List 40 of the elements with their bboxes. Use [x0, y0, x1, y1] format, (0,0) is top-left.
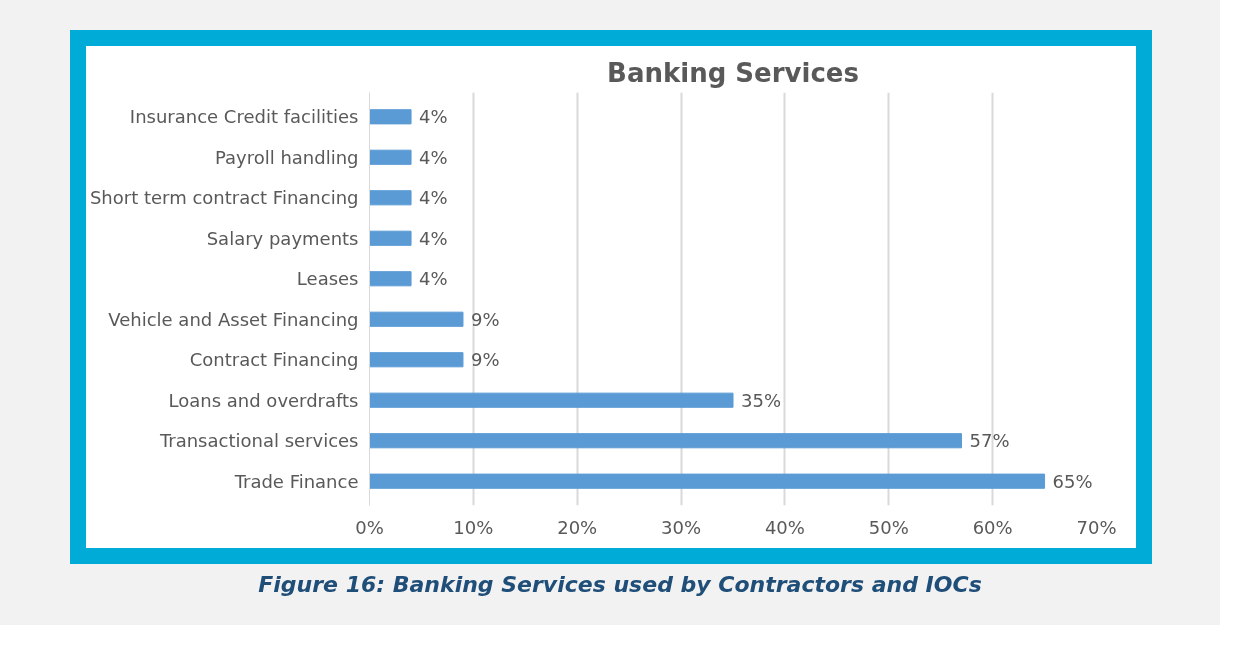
y-tick-label: Contract Financing — [189, 349, 359, 371]
data-label: 65% — [1052, 470, 1093, 492]
data-label: 9% — [470, 349, 500, 371]
bar — [369, 473, 1046, 489]
bar — [369, 392, 734, 408]
x-tick-label: 60% — [972, 516, 1013, 538]
x-tick-label: 20% — [557, 516, 598, 538]
bar — [369, 190, 412, 206]
bar — [369, 352, 464, 368]
y-tick-label: Trade Finance — [233, 470, 359, 492]
x-tick-label: 70% — [1076, 516, 1117, 538]
y-tick-label: Loans and overdrafts — [168, 389, 359, 411]
chart-title: Banking Services — [607, 57, 859, 88]
y-tick-label: Short term contract Financing — [89, 187, 359, 209]
bar — [369, 311, 464, 327]
y-tick-label: Payroll handling — [214, 146, 359, 168]
bar — [369, 271, 412, 287]
data-label: 57% — [969, 430, 1010, 452]
bar — [369, 230, 412, 246]
y-tick-label: Transactional services — [158, 430, 359, 452]
x-tick-label: 30% — [661, 516, 702, 538]
bar — [369, 433, 962, 449]
x-tick-label: 40% — [764, 516, 805, 538]
x-tick-label: 0% — [355, 516, 384, 538]
data-label: 4% — [419, 146, 448, 168]
data-label: 35% — [741, 389, 782, 411]
data-label: 4% — [419, 187, 448, 209]
x-tick-label: 10% — [453, 516, 494, 538]
y-tick-label: Leases — [296, 268, 359, 290]
y-tick-label: Vehicle and Asset Financing — [108, 308, 359, 330]
data-label: 9% — [470, 308, 500, 330]
y-tick-label: Insurance Credit facilities — [129, 106, 359, 128]
x-tick-label: 50% — [868, 516, 909, 538]
bar — [369, 109, 412, 125]
caption: Figure 16: Banking Services used by Contractors and IOCs — [258, 571, 982, 599]
bar — [369, 149, 412, 165]
data-label: 4% — [419, 268, 448, 290]
data-label: 4% — [419, 227, 448, 249]
data-label: 4% — [419, 106, 448, 128]
y-tick-label: Salary payments — [206, 227, 359, 249]
